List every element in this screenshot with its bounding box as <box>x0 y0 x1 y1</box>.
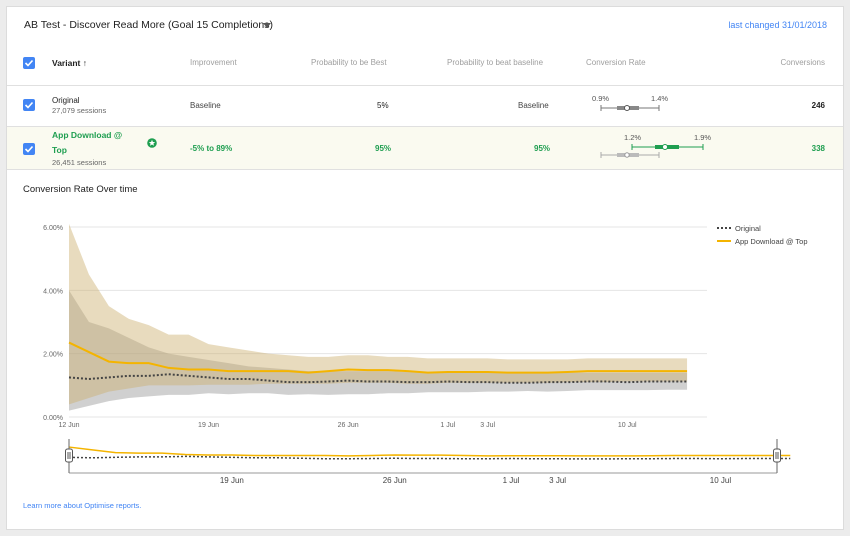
row-checkbox[interactable] <box>23 99 35 111</box>
y-tick-label: 0.00% <box>43 415 63 422</box>
report-card: AB Test - Discover Read More (Goal 15 Co… <box>6 6 844 530</box>
cr-low-label: 0.9% <box>592 94 609 103</box>
improvement-column-header: Improvement <box>190 58 237 67</box>
y-tick-label: 2.00% <box>43 352 63 359</box>
navigator-handle[interactable] <box>773 448 781 463</box>
series-line <box>68 373 688 384</box>
variant-sessions: 27,079 sessions <box>52 106 107 115</box>
variant-header-label: Variant <box>52 58 81 68</box>
x-tick-label: 3 Jul <box>480 422 495 429</box>
divider <box>7 126 843 127</box>
confidence-band <box>69 223 688 405</box>
row-checkbox[interactable] <box>23 143 35 155</box>
check-icon <box>24 101 34 109</box>
experiment-title[interactable]: AB Test - Discover Read More (Goal 15 Co… <box>24 19 273 31</box>
learn-more-link[interactable]: Learn more about Optimise reports. <box>23 501 142 510</box>
cr-point <box>624 105 630 111</box>
conversions-value: 338 <box>811 144 825 153</box>
variant-name[interactable]: Original <box>52 96 80 105</box>
cr-point <box>662 144 668 150</box>
prob-best-value: 5% <box>377 101 389 110</box>
legend-label[interactable]: App Download @ Top <box>735 237 808 246</box>
navigator-series-line <box>68 446 791 457</box>
x-tick-label: 26 Jun <box>338 422 359 429</box>
x-tick-label: 19 Jun <box>198 422 219 429</box>
winner-star-icon <box>147 138 157 148</box>
select-all-checkbox[interactable] <box>23 57 35 69</box>
variant-name-line2[interactable]: Top <box>52 145 67 155</box>
navigator-handle[interactable] <box>65 448 73 463</box>
navigator-tick-label: 19 Jun <box>220 476 244 485</box>
navigator-series-line <box>68 455 791 460</box>
chart-section-title: Conversion Rate Over time <box>23 184 138 195</box>
divider <box>7 85 843 86</box>
navigator-tick-label: 3 Jul <box>549 476 566 485</box>
navigator-tick-label: 1 Jul <box>503 476 520 485</box>
conversions-value: 246 <box>811 101 825 110</box>
check-icon <box>24 145 34 153</box>
divider <box>7 169 843 170</box>
x-tick-label: 12 Jun <box>58 422 79 429</box>
prob-baseline-value: 95% <box>534 144 551 153</box>
improvement-value: Baseline <box>190 101 221 110</box>
y-tick-label: 6.00% <box>43 225 63 232</box>
dropdown-caret-icon[interactable] <box>263 23 271 28</box>
legend-label[interactable]: Original <box>735 224 761 233</box>
conversion-rate-column-header: Conversion Rate <box>586 58 646 67</box>
conversions-column-header: Conversions <box>780 58 825 67</box>
cr-high-label: 1.9% <box>694 133 711 142</box>
variant-sessions: 26,451 sessions <box>52 158 107 167</box>
variant-name-line1[interactable]: App Download @ <box>52 130 123 140</box>
prob-best-value: 95% <box>375 144 392 153</box>
prob-baseline-value: Baseline <box>518 101 549 110</box>
improvement-value: -5% to 89% <box>190 144 233 153</box>
prob-baseline-column-header: Probability to beat baseline <box>447 58 544 67</box>
sort-arrow-icon: ↑ <box>82 58 87 68</box>
cr-high-label: 1.4% <box>651 94 668 103</box>
y-tick-label: 4.00% <box>43 288 63 295</box>
conversion-rate-range-plot: 1.2% 1.9% <box>600 133 711 158</box>
series-line <box>68 341 688 374</box>
winner-row-highlight <box>7 127 843 169</box>
confidence-band <box>69 290 688 411</box>
navigator-tick-label: 10 Jul <box>710 476 732 485</box>
check-icon <box>24 59 34 67</box>
conversion-rate-chart: 12 Jun 19 Jun 26 Jun 1 Jul 3 Jul 10 Jul 0.00%… <box>43 223 808 485</box>
variant-column-header[interactable]: Variant ↑ <box>52 58 87 68</box>
baseline-point <box>624 152 630 158</box>
cr-low-label: 1.2% <box>624 133 641 142</box>
conversion-rate-range-plot: 0.9% 1.4% <box>592 94 668 111</box>
last-changed-link[interactable]: last changed 31/01/2018 <box>728 20 827 30</box>
navigator-tick-label: 26 Jun <box>383 476 407 485</box>
x-tick-label: 10 Jul <box>618 422 637 429</box>
prob-best-column-header: Probability to be Best <box>311 58 387 67</box>
x-tick-label: 1 Jul <box>440 422 455 429</box>
report-header: AB Test - Discover Read More (Goal 15 Co… <box>7 7 843 45</box>
